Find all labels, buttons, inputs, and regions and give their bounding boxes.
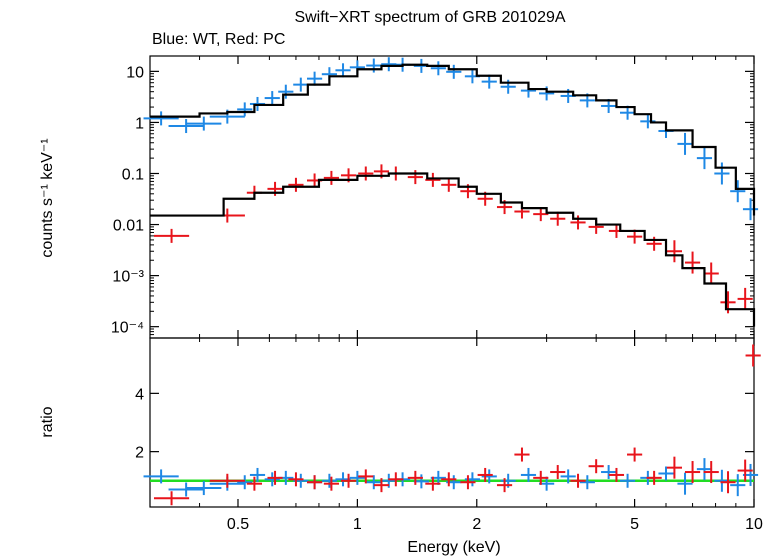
spectrum-y-tick-label: 0.1 <box>122 166 144 183</box>
spectrum-frame <box>149 55 755 339</box>
spectrum-y-tick-label: 10⁻³ <box>112 269 144 286</box>
ratio-y-axis-label: ratio <box>39 406 56 437</box>
ratio-panel: 0.5 1 2 5 10 2 4 <box>135 337 763 533</box>
x-tick-label: 1 <box>353 516 362 533</box>
ratio-y-tick-label: 2 <box>135 445 144 462</box>
spectrum-y-tick-label: 10⁻⁴ <box>111 320 144 337</box>
wt-model-line <box>150 63 756 216</box>
spectrum-y-tick-label: 0.01 <box>113 218 144 235</box>
x-tick-label: 0.5 <box>227 516 249 533</box>
pc-model-line <box>150 172 756 327</box>
chart-subtitle: Blue: WT, Red: PC <box>152 31 285 48</box>
spectrum-y-tick-label: 1 <box>135 115 144 132</box>
chart-title: Swift−XRT spectrum of GRB 201029A <box>294 9 565 26</box>
x-tick-label: 5 <box>630 516 639 533</box>
x-tick-label: 2 <box>472 516 481 533</box>
spectrum-y-tick-label: 10 <box>126 64 144 81</box>
ratio-frame <box>149 337 755 508</box>
x-axis-label: Energy (keV) <box>407 539 500 556</box>
spectrum-panel: 10 1 0.1 0.01 10⁻³ 10⁻⁴ <box>111 55 759 339</box>
x-tick-label: 10 <box>745 516 763 533</box>
spectrum-y-axis-label: counts s⁻¹ keV⁻¹ <box>39 138 56 257</box>
ratio-y-tick-label: 4 <box>135 386 144 403</box>
